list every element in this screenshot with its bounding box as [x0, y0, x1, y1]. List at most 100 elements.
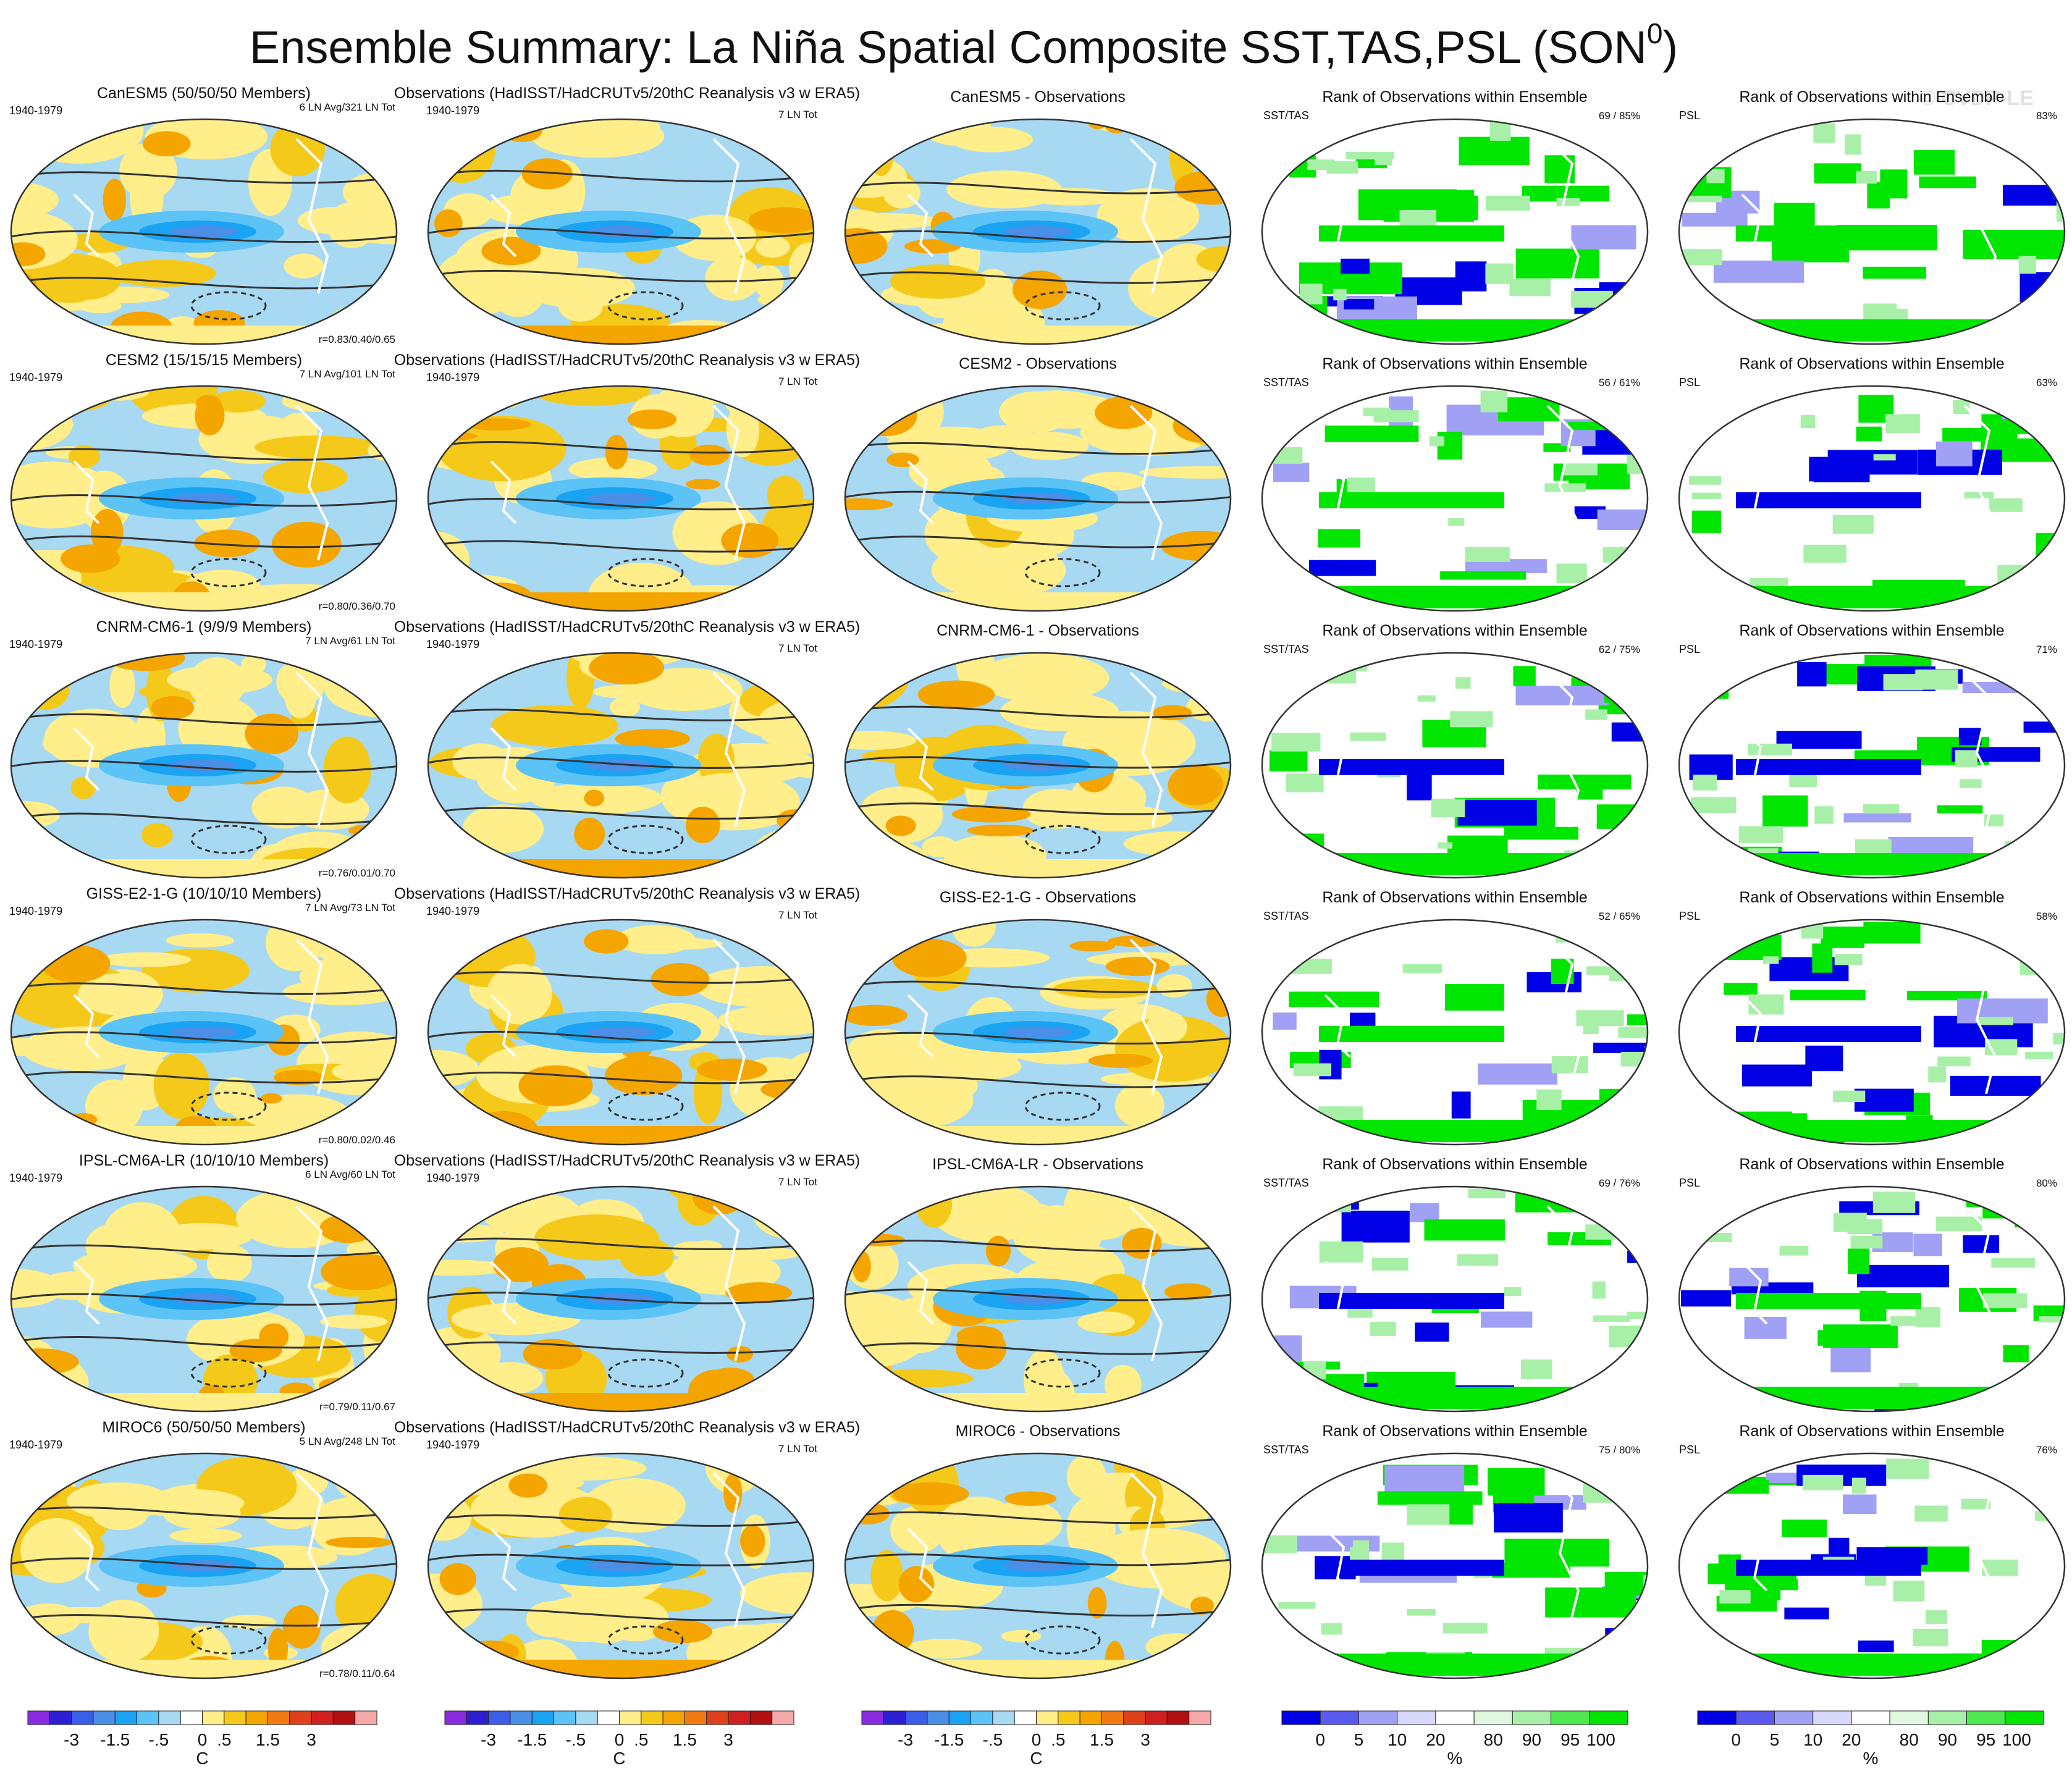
colorbar-tick-label: 1.5: [673, 1730, 697, 1749]
obs-count: 7 LN Tot: [778, 1443, 817, 1455]
colorbar-swatch: [662, 1710, 685, 1725]
map-border: [1261, 1185, 1649, 1413]
map-border: [1678, 918, 2066, 1146]
obs-count: 7 LN Tot: [778, 109, 817, 120]
diff-map: [844, 652, 1232, 879]
rank-title: Rank of Observations within Ensemble: [1322, 889, 1587, 906]
diff-title: MIROC6 - Observations: [956, 1423, 1121, 1440]
pattern-correlation: r=0.78/0.11/0.64: [319, 1668, 395, 1679]
colorbar-unit: %: [1447, 1749, 1463, 1768]
colorbar-tick-label: .5: [634, 1730, 648, 1749]
colorbar-swatch: [245, 1710, 268, 1725]
colorbar-swatch: [1079, 1710, 1102, 1725]
obs-map: [427, 1185, 815, 1413]
rank-psl-map: [1678, 1452, 2066, 1679]
colorbar-swatch: [1473, 1710, 1513, 1725]
colorbar-swatch: [861, 1710, 884, 1725]
rank-var-label: PSL: [1679, 376, 1700, 389]
panel-row: MIROC6 (50/50/50 Members) 1940-1979 5 LN A…: [9, 1419, 2066, 1679]
colorbar-swatch: [332, 1710, 356, 1725]
rank-psl-percent: 83%: [2036, 110, 2057, 122]
rank-sst-percent: 62 / 75%: [1599, 644, 1640, 655]
diff-map: [844, 918, 1232, 1146]
map-border: [10, 652, 398, 879]
colorbar-swatch: [554, 1710, 576, 1725]
colorbars: -3 -1.5 -.5 0 .5 1.5 3 C -3 -1.5 -.5 0 .5 1.5 3 C -3 -1.5…: [27, 1710, 2044, 1768]
rank-psl-percent: 80%: [2036, 1177, 2057, 1189]
temp-colorbar: -3 -1.5 -.5 0 .5 1.5 3 C: [444, 1710, 794, 1768]
panel-row: GISS-E2-1-G (10/10/10 Members) 1940-1979 7…: [9, 885, 2066, 1146]
temp-colorbar: -3 -1.5 -.5 0 .5 1.5 3 C: [27, 1710, 377, 1768]
colorbar-tick-label: -1.5: [517, 1730, 547, 1749]
map-border: [1261, 652, 1649, 879]
rank-title: Rank of Observations within Ensemble: [1739, 622, 2004, 639]
colorbar-tick-label: 3: [306, 1730, 316, 1749]
period-label: 1940-1979: [426, 1172, 479, 1184]
diff-map: [844, 1452, 1232, 1679]
colorbar-swatch: [905, 1710, 928, 1725]
colorbar-swatch: [355, 1710, 377, 1725]
map-border: [1261, 1452, 1649, 1679]
model-title: CESM2 (15/15/15 Members): [106, 351, 302, 369]
model-map: [10, 1452, 398, 1679]
map-border: [427, 118, 815, 345]
colorbar-swatch: [1101, 1710, 1124, 1725]
colorbar-swatch: [27, 1710, 50, 1725]
colorbar-swatch: [1851, 1710, 1890, 1725]
rank-title: Rank of Observations within Ensemble: [1739, 355, 2004, 372]
colorbar-swatch: [619, 1710, 642, 1725]
map-border: [1261, 118, 1649, 345]
colorbar-swatch: [1735, 1710, 1775, 1725]
diff-title: CanESM5 - Observations: [950, 88, 1125, 106]
period-label: 1940-1979: [9, 371, 62, 384]
rank-title: Rank of Observations within Ensemble: [1739, 889, 2004, 906]
colorbar-tick-label: 95: [1560, 1730, 1580, 1749]
figure-title: Ensemble Summary: La Niña Spatial Compos…: [250, 17, 1678, 73]
colorbar-swatch: [728, 1710, 751, 1725]
colorbar-tick-label: -1.5: [934, 1730, 964, 1749]
rank-colorbar: 0 5 10 20 80 90 95 100%: [1697, 1710, 2044, 1768]
map-border: [427, 918, 815, 1146]
colorbar-swatch: [1166, 1710, 1190, 1725]
period-label: 1940-1979: [9, 638, 62, 650]
colorbar-tick-label: 0: [615, 1730, 625, 1749]
svg-text:Ensemble Summary: La Niña Spat: Ensemble Summary: La Niña Spatial Compos…: [250, 17, 1678, 73]
colorbar-tick-label: -.5: [983, 1730, 1003, 1749]
colorbar-tick-label: 3: [1140, 1730, 1150, 1749]
colorbar-swatch: [1435, 1710, 1475, 1725]
rank-var-label: PSL: [1679, 109, 1700, 122]
obs-map: [427, 918, 815, 1146]
colorbar-tick-label: 100: [1586, 1730, 1615, 1749]
colorbar-tick-label: -3: [898, 1730, 913, 1749]
rank-psl-map: [1678, 118, 2066, 345]
map-border: [10, 118, 398, 345]
model-map: [10, 118, 398, 345]
colorbar-swatch: [466, 1710, 489, 1725]
colorbar-swatch: [575, 1710, 598, 1725]
rank-var-label: SST/TAS: [1263, 376, 1309, 389]
rank-var-label: PSL: [1679, 1177, 1700, 1189]
map-border: [10, 918, 398, 1146]
temp-colorbar: -3 -1.5 -.5 0 .5 1.5 3 C: [861, 1710, 1211, 1768]
rank-sst-map: [1261, 118, 1649, 345]
colorbar-tick-label: -1.5: [100, 1730, 130, 1749]
rank-psl-map: [1678, 918, 2066, 1146]
rank-sst-map: [1261, 1185, 1649, 1413]
map-border: [10, 385, 398, 612]
rank-psl-percent: 71%: [2036, 644, 2057, 655]
rank-sst-percent: 52 / 65%: [1599, 910, 1640, 922]
diff-map: [844, 118, 1232, 345]
colorbar-swatch: [992, 1710, 1015, 1725]
obs-title: Observations (HadISST/HadCRUTv5/20thC Re…: [394, 885, 860, 902]
period-label: 1940-1979: [9, 1439, 62, 1451]
rank-psl-map: [1678, 385, 2066, 612]
obs-count: 7 LN Tot: [778, 909, 817, 921]
map-border: [1678, 385, 2066, 612]
colorbar-tick-label: -.5: [149, 1730, 169, 1749]
colorbar-swatch: [1551, 1710, 1590, 1725]
rank-var-label: PSL: [1679, 1444, 1700, 1456]
colorbar-tick-label: 0: [1731, 1730, 1741, 1749]
period-label: 1940-1979: [9, 104, 62, 117]
colorbar-swatch: [2005, 1710, 2044, 1725]
